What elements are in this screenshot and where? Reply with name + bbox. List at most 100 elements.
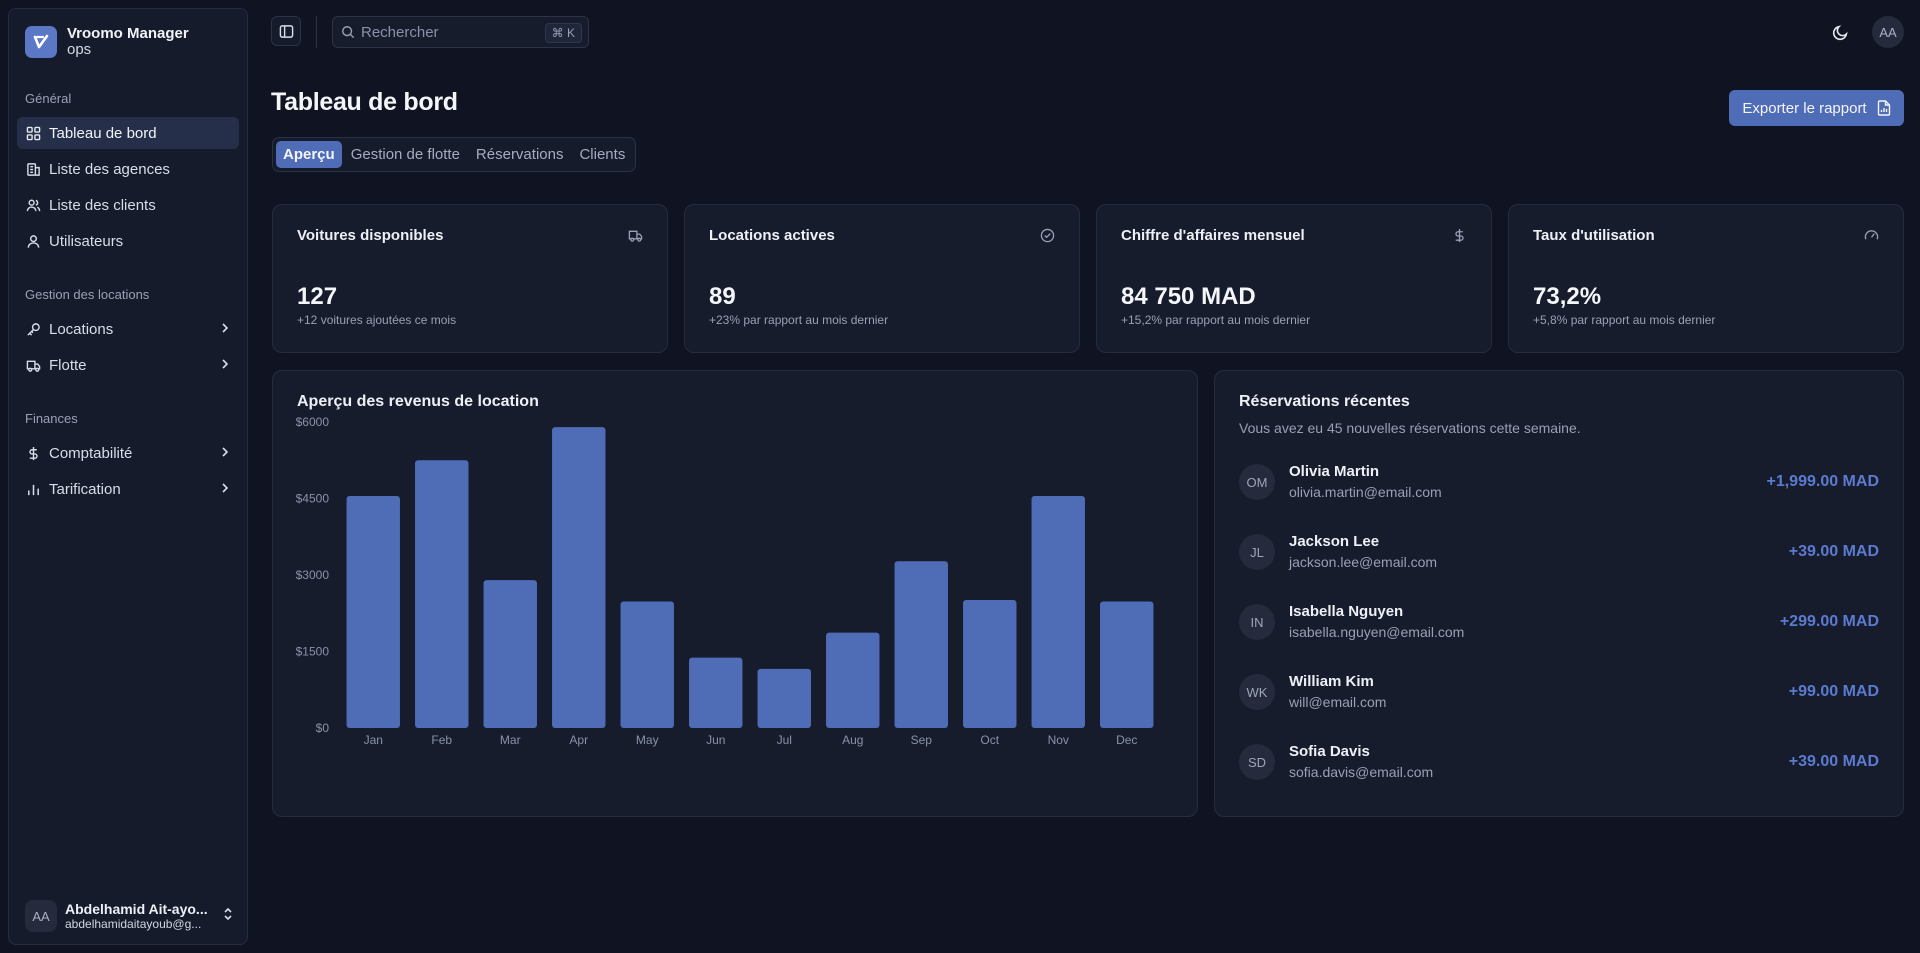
x-tick-label: Feb: [431, 733, 452, 747]
chart-bar-jun[interactable]: [689, 657, 743, 728]
user-email: abdelhamidaitayoub@g...: [65, 917, 202, 931]
list-item[interactable]: SD Sofia Davis sofia.davis@email.com +39.…: [1239, 738, 1879, 786]
brand[interactable]: Vroomo Manager ops: [25, 25, 189, 58]
stat-card-utilisation: Taux d'utilisation 73,2% +5,8% par rappo…: [1508, 204, 1904, 353]
recent-reservations-card: Réservations récentes Vous avez eu 45 no…: [1214, 370, 1904, 817]
x-tick-label: Jul: [777, 733, 792, 747]
sidebar-item-agences[interactable]: Liste des agences: [17, 153, 239, 185]
stat-subtext: +5,8% par rapport au mois dernier: [1533, 313, 1716, 327]
chart-bar-mar[interactable]: [483, 580, 537, 728]
stat-title: Chiffre d'affaires mensuel: [1121, 227, 1305, 244]
nav-group-label: Finances: [25, 411, 78, 426]
chart-bar-nov[interactable]: [1031, 495, 1085, 728]
chart-title: Aperçu des revenus de location: [297, 393, 539, 410]
avatar: AA: [25, 900, 57, 932]
stat-title: Taux d'utilisation: [1533, 227, 1655, 244]
chevrons-up-down-icon[interactable]: [221, 907, 235, 926]
search-icon: [342, 26, 355, 39]
export-button-label: Exporter le rapport: [1742, 99, 1867, 117]
customer-email: jackson.lee@email.com: [1289, 554, 1438, 570]
sidebar-item-utilisateurs[interactable]: Utilisateurs: [17, 225, 239, 257]
nav-group-general: Général Tableau de bord Liste des agence…: [17, 89, 239, 261]
avatar: SD: [1239, 744, 1275, 780]
tab-apercu[interactable]: Aperçu: [276, 141, 342, 168]
sidebar-item-label: Tarification: [49, 480, 121, 498]
stat-value: 84 750 MAD: [1121, 283, 1256, 310]
search-box[interactable]: ⌘ K: [332, 16, 589, 48]
chart-bar-aug[interactable]: [826, 632, 880, 728]
chart-bar-jul[interactable]: [757, 668, 811, 728]
list-item[interactable]: WK William Kim will@email.com +99.00 MAD: [1239, 668, 1879, 716]
customer-email: olivia.martin@email.com: [1289, 484, 1442, 500]
x-tick-label: Dec: [1116, 733, 1137, 747]
app-subtitle: ops: [67, 41, 92, 58]
customer-email: sofia.davis@email.com: [1289, 764, 1434, 780]
sidebar-item-flotte[interactable]: Flotte: [17, 349, 239, 381]
sidebar-item-label: Locations: [49, 320, 114, 338]
tab-gestion-flotte[interactable]: Gestion de flotte: [350, 146, 460, 163]
sidebar-item-locations[interactable]: Locations: [17, 313, 239, 345]
key-icon: [25, 321, 41, 337]
y-tick-label: $4500: [296, 492, 330, 506]
customer-name: Isabella Nguyen: [1289, 603, 1404, 620]
x-tick-label: Jun: [706, 733, 725, 747]
sidebar-toggle-button[interactable]: [271, 16, 301, 46]
reservations-title: Réservations récentes: [1239, 393, 1410, 410]
stat-value: 89: [709, 283, 736, 310]
avatar[interactable]: AA: [1872, 16, 1904, 48]
chart-bar-may[interactable]: [620, 601, 674, 728]
y-tick-label: $0: [316, 721, 330, 735]
customer-email: isabella.nguyen@email.com: [1289, 624, 1465, 640]
tab-bar: Aperçu Gestion de flotte Réservations Cl…: [272, 137, 637, 172]
chart-bar-sep[interactable]: [894, 561, 948, 728]
stat-subtext: +12 voitures ajoutées ce mois: [297, 313, 457, 327]
chart-bar-apr[interactable]: [552, 427, 606, 728]
x-tick-label: Aug: [842, 733, 863, 747]
truck-icon: [628, 228, 643, 248]
check-circle-icon: [1040, 228, 1055, 248]
chart-bar-feb[interactable]: [415, 460, 469, 728]
customer-name: William Kim: [1289, 673, 1374, 690]
sidebar: Vroomo Manager ops Général Tableau de bo…: [8, 8, 248, 945]
list-item[interactable]: OM Olivia Martin olivia.martin@email.com …: [1239, 458, 1879, 506]
chevron-right-icon: [219, 481, 231, 498]
sidebar-item-tableau-de-bord[interactable]: Tableau de bord: [17, 117, 239, 149]
chart-bar-oct[interactable]: [963, 599, 1017, 728]
chart-bar-jan[interactable]: [346, 495, 400, 728]
stat-title: Voitures disponibles: [297, 227, 444, 244]
divider: [316, 16, 317, 48]
tab-reservations[interactable]: Réservations: [475, 146, 564, 163]
nav-group-label: Général: [25, 91, 72, 106]
nav-group-finances: Finances Comptabilité Tarification: [17, 409, 239, 509]
topbar: ⌘ K AA: [271, 16, 1904, 48]
reservation-amount: +39.00 MAD: [1788, 543, 1879, 560]
file-chart-icon: [1877, 100, 1890, 116]
sidebar-item-comptabilite[interactable]: Comptabilité: [17, 437, 239, 469]
search-input[interactable]: [361, 23, 551, 41]
avatar: OM: [1239, 464, 1275, 500]
y-tick-label: $6000: [296, 415, 330, 429]
stat-subtext: +23% par rapport au mois dernier: [709, 313, 889, 327]
bar-chart-icon: [25, 481, 41, 497]
sidebar-item-clients[interactable]: Liste des clients: [17, 189, 239, 221]
list-item[interactable]: IN Isabella Nguyen isabella.nguyen@email.…: [1239, 598, 1879, 646]
export-report-button[interactable]: Exporter le rapport: [1729, 90, 1904, 126]
tab-clients[interactable]: Clients: [579, 146, 626, 163]
building-icon: [25, 161, 41, 177]
chart-bar-dec[interactable]: [1100, 601, 1154, 728]
customer-email: will@email.com: [1289, 694, 1387, 710]
list-item[interactable]: JL Jackson Lee jackson.lee@email.com +39.…: [1239, 528, 1879, 576]
user-menu[interactable]: AA Abdelhamid Ait-ayo... abdelhamidaitay…: [25, 900, 235, 932]
chevron-right-icon: [219, 321, 231, 338]
customer-name: Sofia Davis: [1289, 743, 1370, 760]
avatar: JL: [1239, 534, 1275, 570]
dashboard-icon: [25, 125, 41, 141]
sidebar-item-label: Flotte: [49, 356, 87, 374]
x-tick-label: Nov: [1048, 733, 1069, 747]
x-tick-label: Sep: [911, 733, 933, 747]
customer-name: Olivia Martin: [1289, 463, 1380, 480]
x-tick-label: Jan: [364, 733, 383, 747]
theme-toggle-button[interactable]: [1824, 16, 1856, 48]
stat-value: 73,2%: [1533, 283, 1602, 310]
sidebar-item-tarification[interactable]: Tarification: [17, 473, 239, 505]
